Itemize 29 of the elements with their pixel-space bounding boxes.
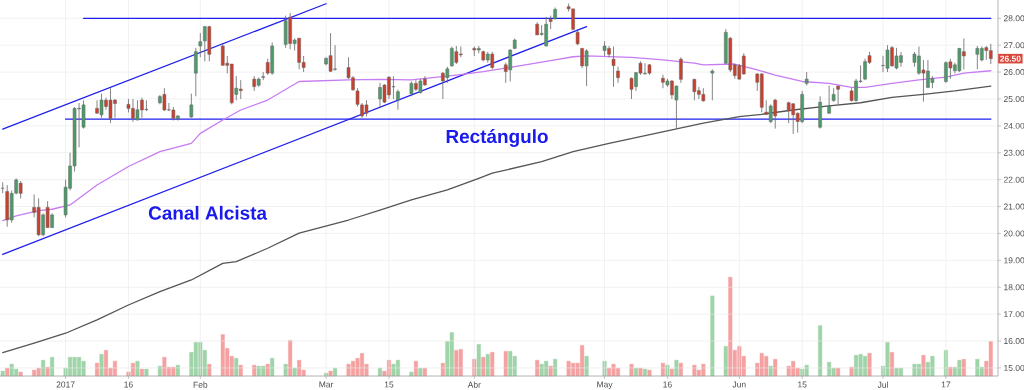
y-tick-label: 28.00 — [1003, 15, 1024, 22]
x-tick-label: 15 — [798, 381, 807, 388]
y-tick-label: 21.00 — [1003, 203, 1024, 210]
y-tick-label: 26.00 — [1003, 69, 1024, 76]
x-tick-label: 2017 — [56, 381, 75, 388]
x-tick-label: Feb — [193, 381, 208, 388]
y-tick-label: 16.00 — [1004, 338, 1024, 345]
x-tick-label: 15 — [384, 381, 394, 388]
annotation: Rectángulo — [446, 129, 548, 147]
text: 26.50 — [1000, 55, 1021, 62]
y-tick-label: 22.00 — [1003, 176, 1024, 183]
x-tick-label: 16 — [663, 381, 672, 388]
annotation: Canal Alcista — [148, 205, 268, 220]
x-tick-label: Abr — [467, 381, 481, 388]
x-tick-label: Mar — [319, 381, 334, 388]
y-tick-label: 17.00 — [1004, 311, 1024, 318]
y-tick-label: 25.00 — [1003, 95, 1024, 102]
x-tick-label: Jun — [732, 381, 746, 388]
y-tick-label: 24.00 — [1003, 122, 1024, 129]
y-tick-label: 27.00 — [1003, 42, 1024, 49]
y-tick-label: 18.00 — [1004, 284, 1024, 291]
x-tick-label: 16 — [124, 381, 133, 388]
y-tick-label: 20.00 — [1003, 230, 1024, 237]
y-tick-label: 23.00 — [1003, 149, 1024, 156]
y-tick-label: 19.00 — [1004, 257, 1024, 264]
y-tick-label: 15.00 — [1004, 364, 1024, 371]
x-tick-label: 17 — [941, 381, 951, 388]
x-tick-label: May — [597, 381, 613, 390]
x-tick-label: Jul — [877, 381, 888, 388]
